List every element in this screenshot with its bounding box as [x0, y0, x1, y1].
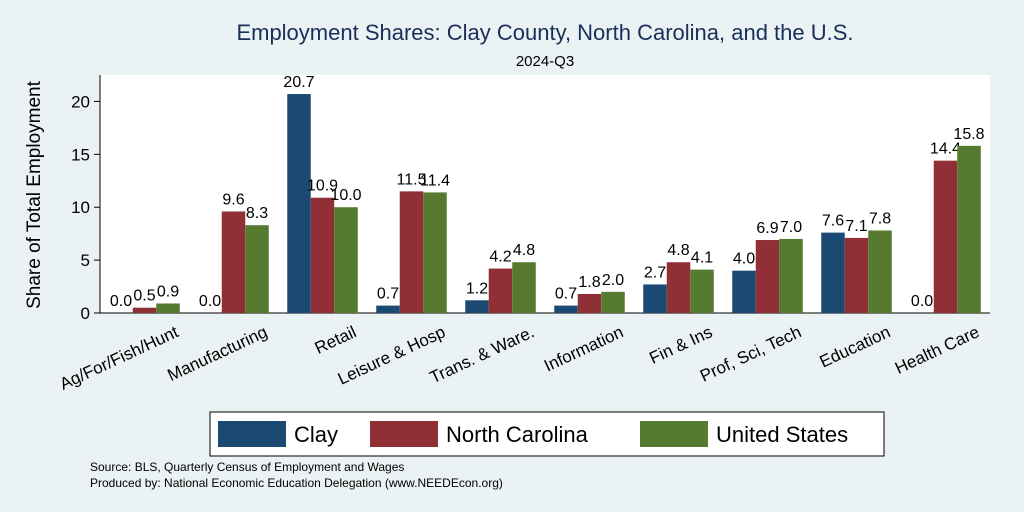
bar [868, 230, 892, 313]
data-label: 6.9 [756, 220, 778, 237]
data-label: 15.8 [953, 126, 984, 143]
chart-title: Employment Shares: Clay County, North Ca… [236, 20, 853, 45]
bar [779, 238, 803, 313]
bar [732, 270, 756, 313]
bar [844, 237, 869, 313]
data-label: 4.2 [489, 249, 511, 266]
bar [666, 262, 691, 313]
bar [957, 145, 981, 313]
data-label: 0.9 [157, 283, 179, 300]
bar [755, 240, 780, 313]
data-label: 8.3 [246, 205, 268, 222]
bar [310, 197, 335, 313]
y-tick-label: 20 [71, 92, 90, 111]
y-tick-label: 15 [71, 145, 90, 164]
category-label: Manufacturing [165, 322, 271, 385]
data-label: 7.6 [822, 213, 844, 230]
legend-label: Clay [294, 422, 338, 447]
data-label: 7.0 [780, 219, 802, 236]
bar [423, 192, 447, 313]
bar [821, 232, 845, 313]
data-label: 7.1 [845, 218, 867, 235]
data-label: 0.7 [555, 286, 577, 303]
bar [512, 262, 536, 313]
bar [643, 284, 667, 313]
bar [488, 268, 513, 313]
data-label: 4.1 [691, 250, 713, 267]
bar [933, 160, 958, 313]
category-label: Fin & Ins [646, 322, 715, 368]
data-label: 0.0 [911, 293, 933, 310]
bar [156, 303, 180, 313]
data-label: 2.7 [644, 264, 666, 281]
produced-note: Produced by: National Economic Education… [90, 476, 503, 490]
bar [221, 211, 246, 313]
data-label: 14.4 [930, 141, 961, 158]
bar [245, 225, 269, 313]
data-label: 0.7 [377, 286, 399, 303]
data-label: 4.8 [667, 242, 689, 259]
bar [601, 291, 625, 313]
data-label: 0.0 [110, 293, 132, 310]
category-label: Information [541, 322, 626, 375]
data-label: 4.8 [513, 242, 535, 259]
data-label: 11.4 [420, 172, 450, 189]
legend-box [209, 411, 885, 457]
y-tick-label: 5 [81, 251, 90, 270]
category-label: Education [817, 322, 894, 371]
y-tick-label: 0 [81, 304, 90, 323]
category-label: Retail [312, 322, 359, 358]
data-label: 0.5 [133, 288, 155, 305]
data-label: 9.6 [222, 191, 244, 208]
data-label: 10.0 [330, 187, 361, 204]
legend-label: United States [716, 422, 848, 447]
legend-label: North Carolina [446, 422, 589, 447]
bar [399, 191, 424, 313]
bar [465, 300, 489, 313]
data-label: 10.9 [307, 178, 338, 195]
data-label: 11.5 [397, 171, 427, 188]
bar [690, 269, 714, 313]
y-axis-title: Share of Total Employment [24, 80, 45, 308]
bar [376, 305, 400, 313]
category-label: Prof, Sci, Tech [697, 322, 804, 385]
legend: Clay North Carolina United States [209, 411, 885, 457]
data-label: 4.0 [733, 251, 755, 268]
data-label: 1.8 [578, 274, 600, 291]
data-label: 1.2 [466, 280, 488, 297]
legend-swatch [640, 421, 708, 447]
data-label: 2.0 [602, 272, 624, 289]
chart-subtitle: 2024-Q3 [516, 53, 574, 70]
category-label: Ag/For/Fish/Hunt [57, 322, 182, 394]
category-label: Health Care [892, 322, 982, 378]
bar [334, 207, 358, 313]
bar [577, 293, 602, 313]
bar [554, 305, 578, 313]
data-label: 20.7 [283, 74, 314, 91]
bar [287, 94, 311, 313]
source-note: Source: BLS, Quarterly Census of Employm… [90, 460, 404, 474]
legend-swatch [218, 421, 286, 447]
data-label: 7.8 [869, 210, 891, 227]
bar [132, 307, 157, 313]
legend-swatch [370, 421, 438, 447]
data-label: 0.0 [199, 293, 221, 310]
y-tick-label: 10 [71, 198, 90, 217]
